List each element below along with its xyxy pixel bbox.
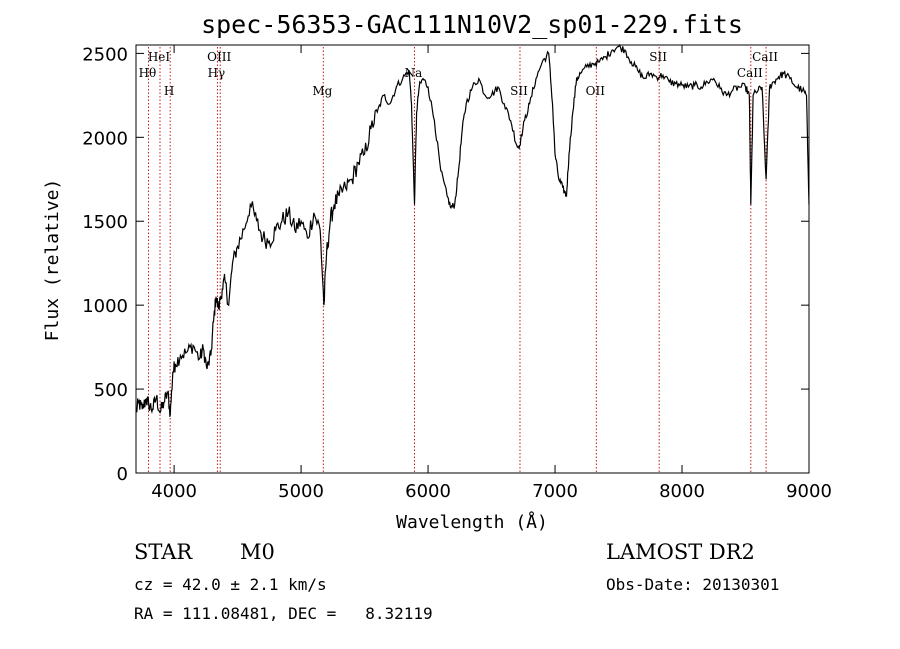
chart-title: spec-56353-GAC111N10V2_sp01-229.fits xyxy=(201,10,743,39)
spectral-line-label: CaII xyxy=(737,66,763,80)
observation-date: Obs-Date: 20130301 xyxy=(606,575,780,594)
object-subclass: M0 xyxy=(240,540,275,564)
y-tick-label: 0 xyxy=(117,464,128,485)
x-tick-label: 9000 xyxy=(786,481,832,502)
spectral-line-label: HeI xyxy=(148,50,171,64)
x-tick-label: 4000 xyxy=(151,481,197,502)
x-tick-label: 8000 xyxy=(659,481,705,502)
spectral-line-label: SII xyxy=(649,50,667,64)
spectral-line-label: OII xyxy=(586,84,606,98)
y-tick-label: 2500 xyxy=(82,44,128,65)
spectral-line-label: OIII xyxy=(207,50,231,64)
spectral-line-label: Mg xyxy=(312,84,332,98)
x-tick-label: 6000 xyxy=(405,481,451,502)
y-tick-label: 500 xyxy=(94,380,128,401)
x-axis-ticks: 4000 5000 6000 7000 8000 9000 xyxy=(151,45,832,502)
x-axis-label: Wavelength (Å) xyxy=(396,511,548,533)
sky-coordinates: RA = 111.08481, DEC = 8.32119 xyxy=(134,604,433,623)
y-tick-label: 1000 xyxy=(82,296,128,317)
spectral-line-label: H xyxy=(164,84,174,98)
redshift-velocity: cz = 42.0 ± 2.1 km/s xyxy=(134,575,327,594)
spectral-line-label: Hθ xyxy=(139,66,157,80)
spectrum-series-line xyxy=(135,43,810,417)
spectral-line-label: CaII xyxy=(752,50,778,64)
object-class: STAR xyxy=(134,540,193,564)
spectral-line-label: Hγ xyxy=(208,66,226,80)
spectral-line-label: SII xyxy=(510,84,528,98)
plot-frame xyxy=(135,44,810,474)
y-axis-ticks: 0 500 1000 1500 2000 2500 xyxy=(82,44,809,485)
y-axis-label: Flux (relative) xyxy=(42,179,63,342)
y-tick-label: 1500 xyxy=(82,212,128,233)
y-tick-label: 2000 xyxy=(82,128,128,149)
survey-name: LAMOST DR2 xyxy=(606,540,755,564)
x-tick-label: 5000 xyxy=(278,481,324,502)
x-tick-label: 7000 xyxy=(532,481,578,502)
